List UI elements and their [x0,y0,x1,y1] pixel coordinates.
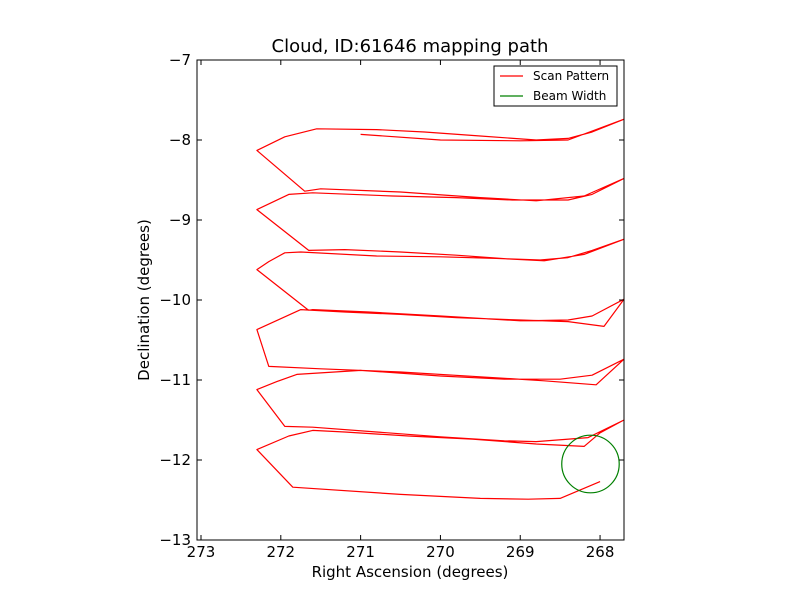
y-tick-label: −7 [169,51,191,69]
chart-title: Cloud, ID:61646 mapping path [272,36,549,57]
series-scan-pattern [256,118,624,500]
plot-background [197,60,624,540]
y-tick-label: −13 [159,531,191,549]
y-axis: −7 −8 −9 −10 −11 −12 −13 [159,51,624,549]
legend: Scan Pattern Beam Width [493,65,618,107]
x-tick-label: 268 [586,543,615,561]
series-beam-width [561,434,620,494]
y-tick-label: −12 [159,451,191,469]
x-tick-label: 272 [266,543,295,561]
y-axis-label: Declination (degrees) [135,219,153,381]
x-axis-label: Right Ascension (degrees) [312,563,509,581]
y-tick-label: −9 [169,211,191,229]
x-axis: 273 272 271 270 269 268 [187,60,615,561]
y-tick-label: −10 [159,291,191,309]
x-tick-label: 273 [187,543,216,561]
plot-area [196,59,625,541]
y-tick-label: −8 [169,131,191,149]
series-layer [256,118,624,500]
legend-label-scan-pattern: Scan Pattern [533,69,609,83]
x-tick-label: 269 [506,543,535,561]
x-tick-label: 271 [346,543,375,561]
x-tick-label: 270 [426,543,455,561]
y-tick-label: −11 [159,371,191,389]
legend-label-beam-width: Beam Width [533,89,606,103]
legend-box [493,65,618,107]
